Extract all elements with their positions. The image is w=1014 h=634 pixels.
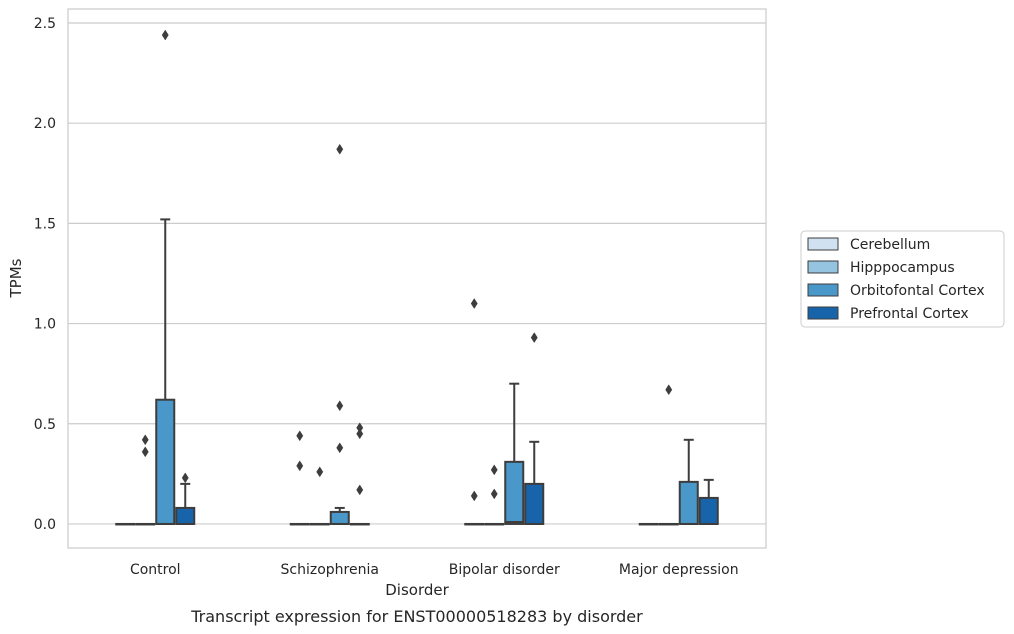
legend-swatch — [807, 306, 839, 320]
box-group — [484, 464, 505, 526]
box — [698, 496, 719, 525]
outlier-point — [665, 384, 673, 396]
box-group — [329, 143, 350, 525]
outlier-point — [470, 490, 478, 502]
outlier-point — [490, 464, 498, 476]
outlier-point — [336, 442, 344, 454]
legend-swatch — [807, 283, 839, 297]
legend-label: Orbitofontal Cortex — [850, 283, 985, 299]
x-tick-labels: Control Schizophrenia Bipolar disorder Majo… — [130, 562, 739, 578]
y-tick-label: 2.5 — [34, 16, 56, 32]
outlier-point — [161, 29, 169, 41]
box-group — [309, 466, 330, 526]
outlier-point — [490, 488, 498, 500]
x-tick-label: Control — [130, 562, 181, 578]
outlier-point — [356, 428, 364, 440]
outlier-point — [530, 332, 538, 344]
y-tick-labels: 0.0 0.5 1.0 1.5 2.0 2.5 — [34, 16, 56, 533]
legend-swatch — [807, 237, 839, 251]
box-group — [658, 384, 679, 526]
box-group — [175, 472, 196, 525]
outlier-point — [296, 460, 304, 472]
box-group — [698, 478, 719, 525]
outlier-point — [356, 484, 364, 496]
outlier-point — [141, 434, 149, 446]
x-tick-label: Schizophrenia — [281, 562, 379, 578]
box — [175, 506, 196, 525]
box-group — [638, 522, 659, 526]
outlier-point — [336, 400, 344, 412]
y-tick-label: 0.0 — [34, 517, 56, 533]
outlier-point — [316, 466, 324, 478]
legend-items: Cerebellum Hipppocampus Orbitofontal Corte… — [807, 237, 985, 322]
box-group — [349, 422, 370, 526]
legend-swatch — [807, 260, 839, 274]
y-tick-label: 0.5 — [34, 417, 56, 433]
box-group — [504, 382, 525, 525]
box-group — [155, 29, 176, 525]
outlier-point — [336, 143, 344, 155]
box — [155, 398, 176, 525]
legend-label: Prefrontal Cortex — [850, 306, 969, 322]
x-tick-label: Bipolar disorder — [449, 562, 560, 578]
box-group — [524, 332, 545, 525]
y-tick-label: 2.0 — [34, 116, 56, 132]
box-group — [135, 434, 156, 526]
legend-frame — [800, 230, 1005, 328]
y-axis-title: TPMs — [7, 258, 25, 298]
chart-caption: Transcript expression for ENST0000051828… — [190, 607, 643, 626]
box-group — [464, 298, 485, 526]
box — [329, 510, 350, 525]
outlier-point — [470, 298, 478, 309]
box-group — [289, 430, 310, 526]
x-tick-label: Major depression — [619, 562, 739, 578]
y-tick-label: 1.0 — [34, 317, 56, 333]
plot-frame — [67, 8, 767, 549]
legend: Cerebellum Hipppocampus Orbitofontal Corte… — [800, 230, 1005, 328]
outlier-point — [181, 472, 189, 484]
box-group — [678, 438, 699, 525]
legend-label: Cerebellum — [850, 237, 930, 253]
box — [524, 482, 545, 525]
boxes — [115, 29, 719, 526]
outlier-point — [141, 446, 149, 458]
box — [504, 460, 525, 525]
x-axis-title: Disorder — [385, 581, 449, 599]
box-group — [115, 522, 136, 526]
legend-label: Hipppocampus — [850, 260, 955, 276]
outlier-point — [296, 430, 304, 442]
box — [678, 480, 699, 525]
y-tick-label: 1.5 — [34, 216, 56, 232]
